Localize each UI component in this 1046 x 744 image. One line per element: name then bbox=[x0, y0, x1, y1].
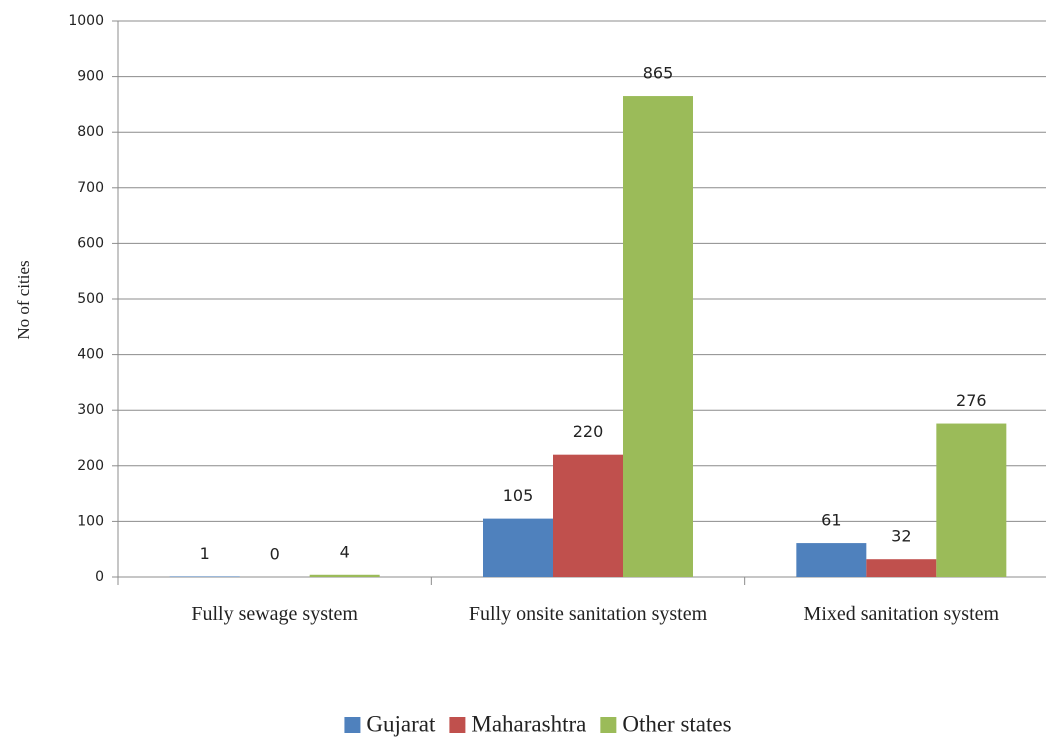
x-tick-label: Fully onsite sanitation system bbox=[469, 603, 708, 625]
y-tick-label: 300 bbox=[77, 402, 104, 418]
legend-label: Maharashtra bbox=[471, 711, 586, 736]
data-label: 276 bbox=[956, 391, 987, 410]
data-label: 61 bbox=[821, 511, 841, 530]
legend-swatch bbox=[449, 717, 466, 733]
y-tick-label: 400 bbox=[77, 347, 104, 363]
legend-swatch bbox=[600, 717, 617, 733]
legend-swatch bbox=[344, 717, 361, 733]
bar bbox=[553, 454, 623, 577]
y-tick-label: 600 bbox=[77, 235, 104, 251]
legend-label: Other states bbox=[622, 711, 731, 736]
y-tick-label: 700 bbox=[77, 180, 104, 196]
bar bbox=[936, 423, 1007, 577]
bar bbox=[796, 543, 867, 577]
y-tick-label: 200 bbox=[77, 458, 104, 474]
y-tick-label: 100 bbox=[77, 513, 104, 529]
y-tick-label: 800 bbox=[77, 124, 104, 140]
data-label: 4 bbox=[340, 542, 350, 561]
bar bbox=[169, 576, 240, 577]
x-tick-label: Mixed sanitation system bbox=[804, 603, 1000, 625]
bar bbox=[483, 518, 553, 577]
bar bbox=[309, 574, 380, 577]
legend: Gujarat Maharashtra Other states bbox=[344, 711, 732, 736]
y-tick-label: 1000 bbox=[68, 13, 104, 29]
data-label: 865 bbox=[643, 64, 674, 83]
data-label: 0 bbox=[270, 545, 280, 564]
y-axis-title: No of cities bbox=[14, 260, 33, 339]
data-label: 32 bbox=[891, 527, 911, 546]
data-label: 105 bbox=[503, 486, 534, 505]
x-tick-label: Fully sewage system bbox=[191, 603, 358, 625]
data-label: 220 bbox=[573, 422, 604, 441]
data-label: 1 bbox=[200, 544, 210, 563]
y-tick-label: 0 bbox=[95, 569, 104, 585]
y-tick-label: 900 bbox=[77, 69, 104, 85]
y-tick-label: 500 bbox=[77, 291, 104, 307]
bar bbox=[866, 559, 937, 577]
bar bbox=[623, 96, 693, 577]
legend-label: Gujarat bbox=[366, 711, 436, 736]
